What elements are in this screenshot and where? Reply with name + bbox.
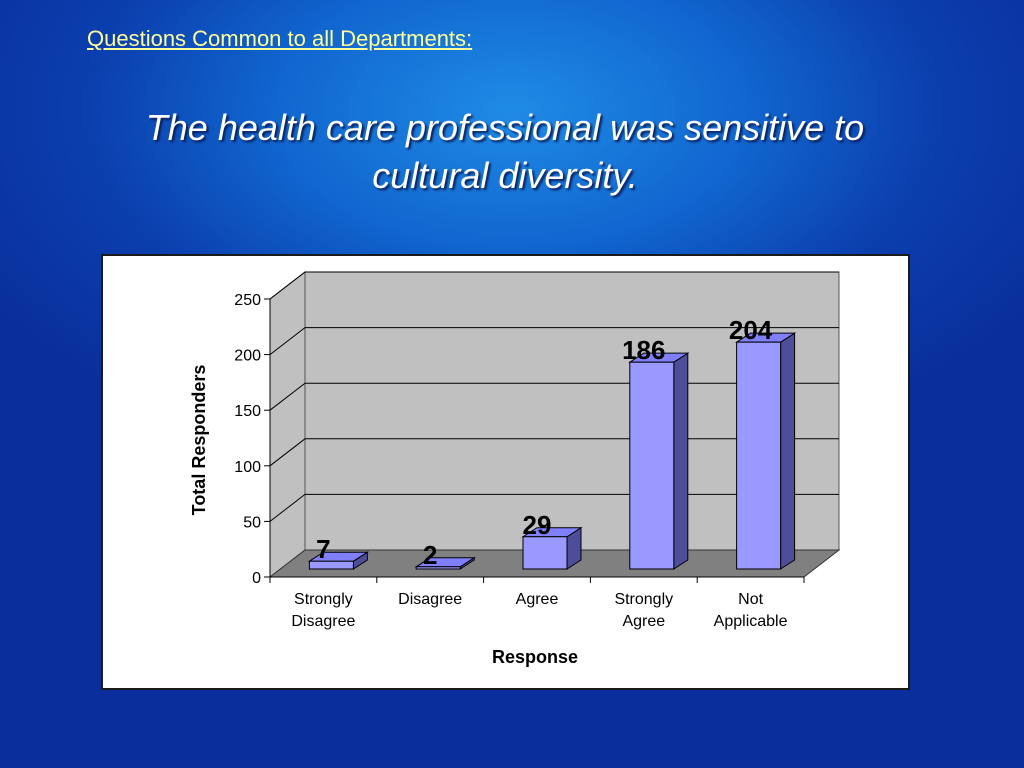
x-tick-label: Not Applicable	[714, 591, 788, 630]
gridline	[269, 327, 839, 355]
bar-side	[673, 352, 689, 570]
x-tick-label: Strongly Agree	[614, 591, 673, 630]
slide-title: The health care professional was sensiti…	[145, 107, 865, 196]
bar-2	[414, 556, 476, 570]
data-label: 29	[523, 510, 552, 540]
y-tick-label: 200	[234, 348, 261, 365]
bar-front	[629, 361, 675, 570]
y-tick-label: 0	[252, 570, 261, 587]
x-tick-label: Agree	[516, 591, 559, 608]
y-tick-label: 250	[234, 292, 261, 309]
chart-container: 0 50 100 150 200 250 Strongly Disagree Disagree…	[101, 254, 910, 690]
bar-4	[628, 352, 690, 570]
bar-side	[780, 332, 796, 570]
bar-front	[415, 566, 461, 570]
bars	[307, 332, 797, 570]
data-label: 204	[729, 315, 773, 345]
y-tick-label: 100	[234, 459, 261, 476]
side-wall	[269, 270, 306, 579]
bar-front	[736, 341, 782, 570]
y-tick-label: 150	[234, 403, 261, 420]
section-link[interactable]: Questions Common to all Departments:	[87, 26, 473, 51]
x-tick-labels: Strongly Disagree Disagree Agree Strongly Agr…	[269, 577, 805, 630]
bar-front	[522, 536, 568, 570]
bar-5	[734, 332, 797, 570]
data-label: 2	[423, 540, 437, 570]
y-tick-labels: 0 50 100 150 200 250	[234, 292, 270, 587]
x-tick-label: Strongly Disagree	[291, 591, 355, 630]
bar-front	[308, 560, 354, 570]
y-axis-label: Total Responders	[189, 365, 209, 516]
bar-1	[307, 551, 370, 570]
gridline	[269, 271, 839, 300]
bar-chart: 0 50 100 150 200 250 Strongly Disagree Disagree…	[189, 270, 841, 667]
x-tick-label: Disagree	[398, 591, 462, 608]
y-tick-label: 50	[243, 514, 261, 531]
data-labels: 7 2 29 186 204	[316, 315, 773, 570]
data-label: 186	[622, 335, 665, 365]
x-axis-label: Response	[492, 647, 578, 667]
bar-3	[521, 526, 583, 570]
data-label: 7	[316, 534, 330, 564]
